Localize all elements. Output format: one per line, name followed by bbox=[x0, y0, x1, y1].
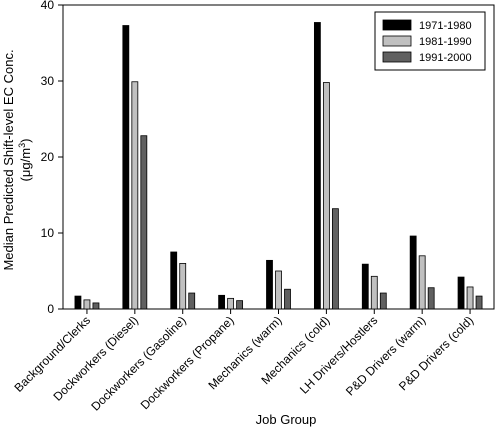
bar bbox=[170, 251, 178, 310]
bar bbox=[457, 276, 465, 310]
svg-text:(μg/m3): (μg/m3) bbox=[17, 139, 33, 182]
bar bbox=[92, 302, 100, 310]
x-tick-label: Dockworkers (Diesel) bbox=[50, 313, 141, 404]
bar bbox=[427, 287, 435, 310]
y-axis-title: Median Predicted Shift-level EC Conc. bbox=[1, 49, 16, 270]
bar bbox=[236, 300, 244, 310]
bar bbox=[409, 235, 417, 310]
bar bbox=[179, 262, 187, 310]
y-axis-unit: (μg/m3) bbox=[17, 139, 33, 182]
y-tick-label: 10 bbox=[41, 226, 55, 240]
bar bbox=[361, 263, 369, 310]
bar bbox=[331, 208, 339, 310]
y-tick-label: 40 bbox=[41, 0, 55, 12]
x-tick-label: P&D Drivers (warm) bbox=[343, 313, 428, 398]
bar bbox=[475, 295, 483, 310]
bar bbox=[322, 82, 330, 310]
x-tick-label: Dockworkers (Gasoline) bbox=[88, 313, 188, 413]
bar bbox=[140, 135, 148, 310]
bar bbox=[218, 294, 226, 310]
legend-label: 1981-1990 bbox=[419, 36, 472, 48]
legend-swatch bbox=[382, 35, 412, 47]
y-tick-label: 20 bbox=[41, 150, 55, 164]
bar bbox=[284, 288, 291, 310]
y-tick-label: 0 bbox=[47, 302, 54, 316]
bar bbox=[275, 270, 282, 310]
bar bbox=[74, 295, 82, 310]
bar bbox=[83, 299, 91, 310]
y-tick-label: 30 bbox=[41, 74, 55, 88]
legend-label: 1971-1980 bbox=[419, 20, 472, 32]
legend: 1971-1980 1981-1990 1991-2000 bbox=[374, 11, 486, 71]
bar bbox=[379, 292, 387, 310]
bar bbox=[466, 286, 474, 310]
bar bbox=[131, 81, 139, 310]
legend-swatch bbox=[382, 19, 412, 31]
legend-swatch bbox=[382, 51, 412, 63]
bar bbox=[266, 259, 273, 310]
bar bbox=[370, 275, 378, 310]
bar bbox=[418, 255, 426, 310]
legend-label: 1991-2000 bbox=[419, 52, 472, 64]
x-axis-title: Job Group bbox=[256, 412, 317, 427]
bar bbox=[122, 25, 130, 310]
x-tick-label: Dockworkers (Propane) bbox=[138, 313, 237, 412]
bar bbox=[188, 292, 196, 310]
bar bbox=[227, 297, 235, 310]
bar bbox=[313, 22, 321, 310]
svg-text:Median Predicted Shift-level E: Median Predicted Shift-level EC Conc. bbox=[1, 49, 16, 270]
